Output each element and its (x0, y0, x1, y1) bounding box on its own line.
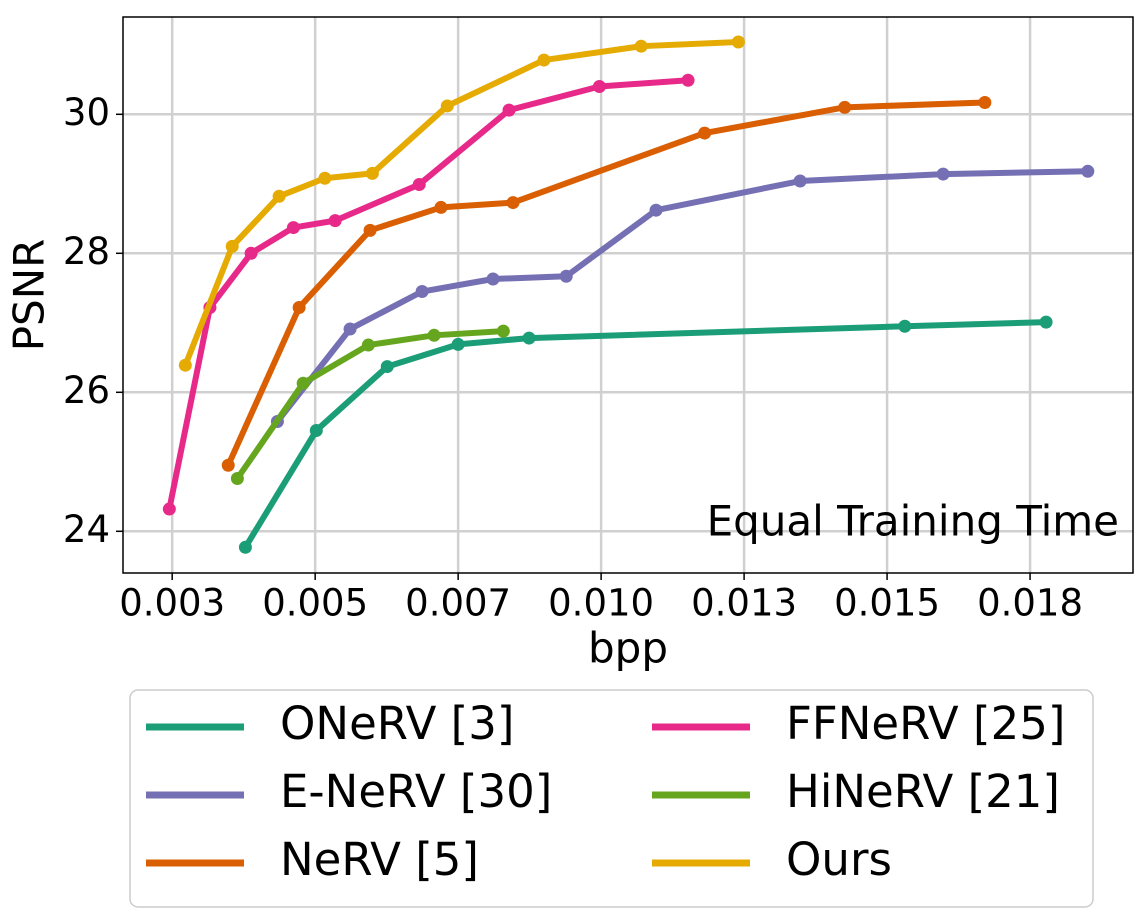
data-point (221, 458, 235, 472)
y-tick-label: 28 (63, 230, 110, 273)
x-tick-label: 0.010 (548, 582, 654, 625)
data-point (230, 471, 244, 485)
series-line (275, 168, 1088, 424)
data-point (361, 338, 375, 352)
y-tick-label: 26 (63, 369, 110, 412)
data-point (681, 73, 695, 87)
data-point (286, 221, 300, 235)
x-tick-label: 0.007 (405, 582, 511, 625)
y-tick-label: 30 (63, 91, 110, 134)
plot-frame (122, 16, 1134, 574)
data-point (363, 223, 377, 237)
data-point (415, 285, 429, 299)
data-point (244, 246, 258, 260)
legend-box (129, 689, 1094, 908)
legend-label: ONeRV [3] (280, 697, 514, 750)
data-point (634, 39, 648, 53)
data-point (559, 269, 573, 283)
legend-label: HiNeRV [21] (786, 765, 1060, 818)
data-point (162, 502, 176, 516)
data-point (838, 100, 852, 114)
data-point (318, 171, 332, 185)
x-axis-label: bpp (588, 624, 668, 673)
legend-label: NeRV [5] (280, 833, 479, 886)
data-point (412, 177, 426, 191)
data-point (296, 376, 310, 390)
data-point (592, 80, 606, 93)
annotation: Equal Training Time (707, 497, 1119, 546)
x-tick-label: 0.003 (119, 582, 225, 625)
legend-label: Ours (786, 833, 892, 886)
data-point (506, 196, 520, 210)
data-point (502, 103, 516, 117)
data-point (537, 53, 551, 67)
data-point (380, 360, 394, 374)
data-point (328, 214, 342, 228)
data-point (731, 35, 745, 49)
x-tick-label: 0.018 (977, 582, 1083, 625)
data-point (486, 272, 500, 286)
x-tick-label: 0.013 (691, 582, 797, 625)
data-point (1081, 164, 1095, 178)
data-point (292, 301, 306, 315)
x-tick-label: 0.015 (834, 582, 940, 625)
data-point (225, 239, 239, 253)
data-point (440, 99, 454, 113)
y-axis-label: PSNR (5, 239, 54, 352)
data-point (178, 358, 192, 372)
data-point (898, 319, 912, 333)
data-point (451, 337, 465, 351)
legend-label: E-NeRV [30] (280, 765, 552, 818)
data-point (978, 95, 992, 109)
x-tick-label: 0.005 (262, 582, 368, 625)
data-point (427, 328, 441, 342)
data-point (793, 174, 807, 188)
data-point (496, 324, 510, 338)
data-point (238, 540, 252, 554)
data-point (365, 166, 379, 180)
y-tick-label: 24 (63, 508, 110, 551)
data-point (936, 167, 950, 181)
series-line (166, 77, 689, 510)
data-point (698, 126, 712, 140)
data-point (343, 322, 357, 336)
data-point (522, 331, 536, 345)
legend-label: FFNeRV [25] (786, 697, 1065, 750)
data-point (434, 200, 448, 214)
data-point (649, 203, 663, 217)
data-point (1039, 315, 1053, 329)
data-point (309, 424, 323, 438)
series-line (225, 99, 985, 467)
data-point (272, 189, 286, 203)
